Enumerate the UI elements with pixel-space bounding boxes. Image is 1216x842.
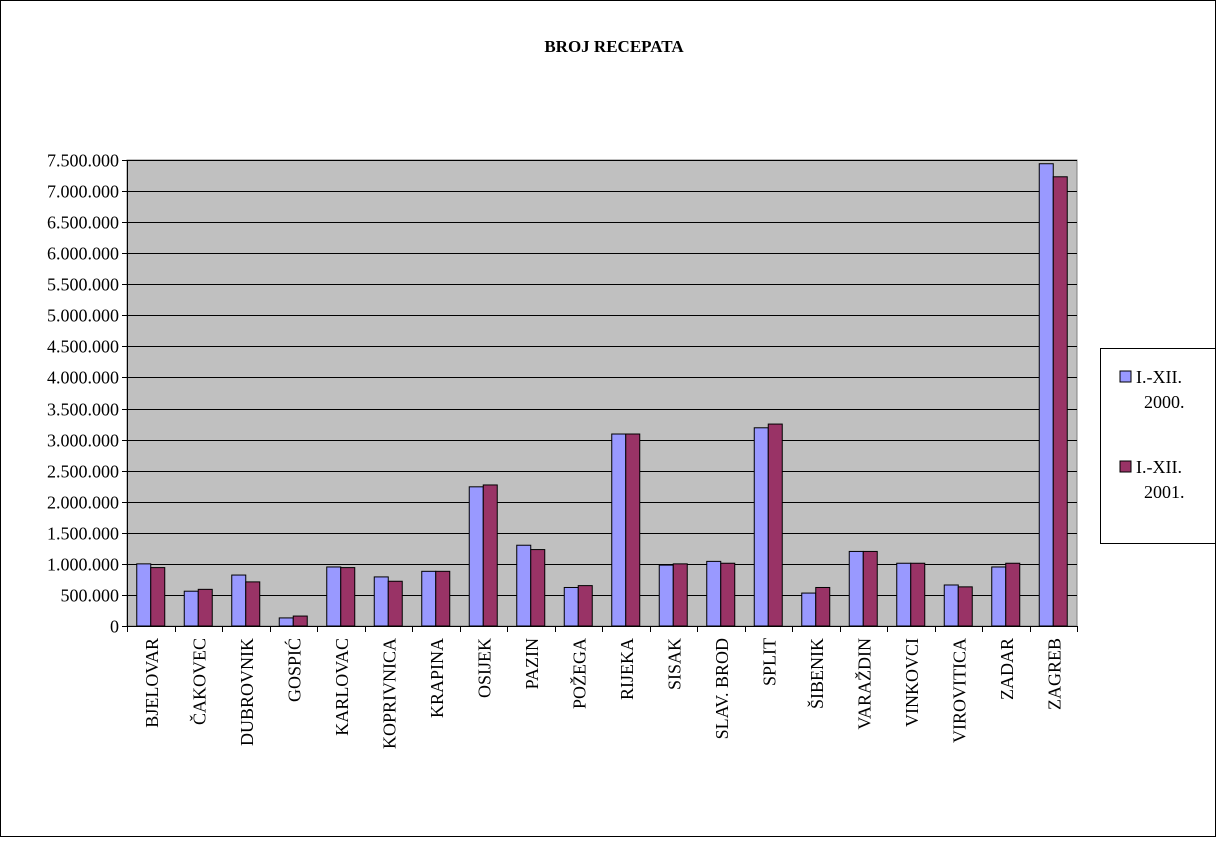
y-tick-label: 500.000: [61, 586, 120, 606]
y-tick-label: 4.000.000: [47, 368, 119, 388]
y-tick-label: 6.500.000: [47, 213, 119, 233]
bar-series-2: [530, 549, 546, 627]
y-tick-label: 7.000.000: [47, 182, 119, 202]
bar-series-1: [373, 576, 389, 627]
chart-title: BROJ RECEPATA: [544, 37, 684, 56]
bar-series-1: [278, 617, 294, 627]
bar-series-2: [577, 585, 593, 627]
bar-series-1: [468, 486, 484, 627]
bar-series-1: [1038, 163, 1054, 627]
x-tick-label: ZAGREB: [1044, 638, 1064, 710]
x-tick-label: ŠIBENIK: [806, 638, 827, 709]
bar-series-2: [672, 563, 688, 627]
bar-series-1: [563, 586, 579, 627]
bar-series-2: [862, 550, 878, 627]
x-tick-label: SLAV. BROD: [712, 638, 732, 739]
bar-series-2: [957, 586, 973, 627]
y-tick-label: 2.500.000: [47, 462, 119, 482]
bar-series-1: [753, 427, 769, 627]
x-tick-label: KOPRIVNICA: [379, 638, 399, 749]
legend-label: I.-XII.: [1136, 457, 1182, 477]
y-tick-label: 3.000.000: [47, 431, 119, 451]
x-tick-label: PAZIN: [522, 638, 542, 689]
x-tick-label: RIJEKA: [617, 638, 637, 700]
x-tick-label: SPLIT: [759, 638, 779, 686]
bar-series-1: [991, 566, 1007, 627]
bar-series-2: [292, 615, 308, 627]
legend-label: 2001.: [1144, 482, 1185, 502]
bar-series-1: [611, 433, 627, 627]
x-tick-label: POŽEGA: [568, 638, 589, 709]
plot-background: [126, 159, 1078, 627]
y-tick-label: 2.000.000: [47, 493, 119, 513]
bar-series-1: [136, 563, 152, 627]
y-tick-label: 0: [110, 617, 119, 637]
bar-series-1: [231, 574, 247, 627]
y-tick-label: 1.000.000: [47, 555, 119, 575]
x-tick-label: BJELOVAR: [142, 638, 162, 728]
y-tick-label: 3.500.000: [47, 400, 119, 420]
bar-series-2: [720, 562, 736, 627]
bar-series-2: [1052, 176, 1068, 627]
bar-series-2: [767, 423, 783, 627]
bar-series-2: [340, 567, 356, 627]
bar-series-2: [482, 484, 498, 627]
bar-series-2: [150, 567, 166, 627]
y-tick-label: 5.000.000: [47, 306, 119, 326]
bar-series-2: [815, 586, 831, 627]
bar-series-2: [625, 433, 641, 627]
y-tick-label: 6.000.000: [47, 244, 119, 264]
bar-series-1: [848, 550, 864, 627]
bar-series-1: [801, 592, 817, 627]
bar-series-1: [421, 570, 437, 627]
bar-series-1: [326, 566, 342, 627]
bar-series-1: [706, 560, 722, 627]
x-tick-label: VINKOVCI: [902, 638, 922, 727]
legend: I.-XII. 2000. I.-XII. 2001.: [1100, 348, 1216, 544]
x-tick-label: GOSPIĆ: [283, 638, 304, 702]
bar-series-1: [516, 544, 532, 627]
bar-series-1: [658, 564, 674, 627]
legend-label: 2000.: [1144, 392, 1185, 412]
bar-series-2: [387, 580, 403, 627]
x-tick-label: ZADAR: [997, 638, 1017, 700]
bar-series-1: [896, 562, 912, 627]
bar-series-2: [1005, 562, 1021, 627]
bar-series-2: [197, 588, 213, 627]
bar-series-2: [910, 562, 926, 627]
x-tick-label: ČAKOVEC: [188, 638, 209, 725]
y-tick-label: 7.500.000: [47, 151, 119, 171]
legend-swatch: [1119, 460, 1132, 473]
bar-series-1: [943, 584, 959, 627]
x-tick-label: SISAK: [664, 638, 684, 690]
x-tick-label: KRAPINA: [427, 638, 447, 718]
y-tick-label: 1.500.000: [47, 524, 119, 544]
x-tick-label: VIROVITICA: [949, 638, 969, 743]
y-tick-label: 4.500.000: [47, 337, 119, 357]
x-tick-label: DUBROVNIK: [237, 638, 257, 746]
legend-swatch: [1119, 370, 1132, 383]
y-tick-label: 5.500.000: [47, 275, 119, 295]
bar-series-2: [435, 570, 451, 627]
legend-label: I.-XII.: [1136, 367, 1182, 387]
x-tick-label: OSIJEK: [474, 638, 494, 698]
x-tick-label: KARLOVAC: [332, 638, 352, 736]
x-tick-label: VARAŽDIN: [853, 638, 874, 730]
plot-area: 0 500.000 1.000.000 1.500.000 2.000.000 2.500…: [47, 151, 1078, 749]
bar-series-1: [183, 590, 199, 627]
bar-series-2: [245, 581, 261, 627]
